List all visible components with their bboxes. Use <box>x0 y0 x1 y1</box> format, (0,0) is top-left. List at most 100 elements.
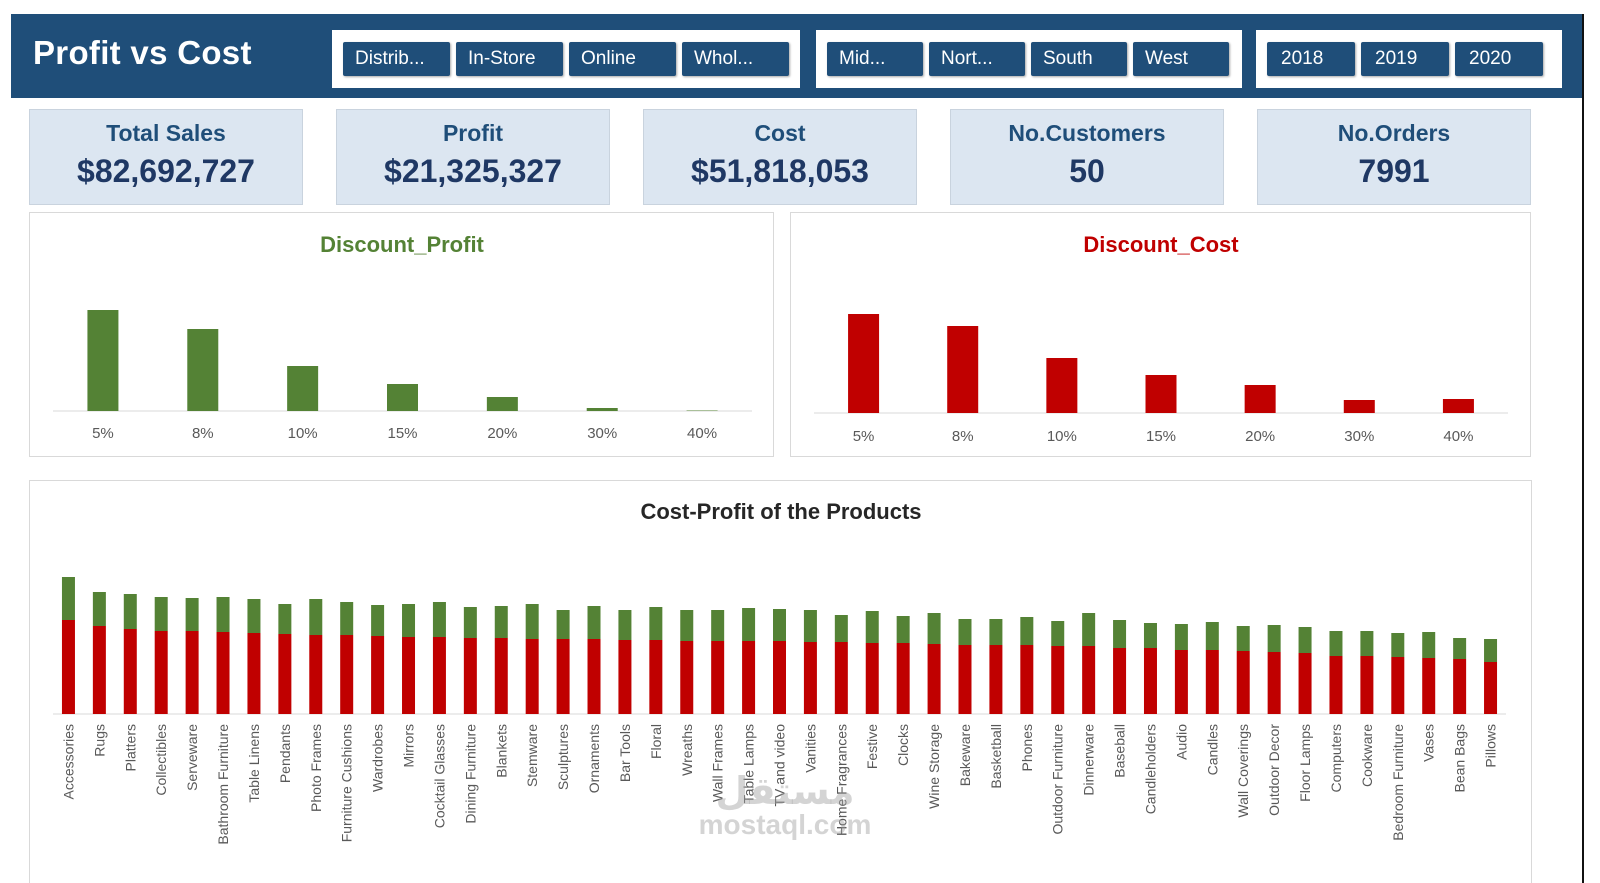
x-tick-label: 20% <box>1245 428 1275 445</box>
category-label: Wardrobes <box>370 724 386 792</box>
slicer-item-online[interactable]: Online <box>569 42 676 76</box>
profit-bar-dinnerware <box>1082 613 1096 646</box>
kpi-label: Total Sales <box>106 120 226 146</box>
cost-bar-bean-bags <box>1453 659 1467 714</box>
slicer-item-distributor[interactable]: Distrib... <box>343 42 450 76</box>
cost-bar-wall-coverings <box>1236 651 1250 714</box>
profit-bar-bathroom-furniture <box>216 597 230 632</box>
kpi-value: $82,692,727 <box>77 153 255 189</box>
category-label: Furniture Cushions <box>339 724 355 842</box>
bar-40pct <box>1442 399 1474 413</box>
cost-bar-pendants <box>278 634 292 714</box>
category-label: Floor Lamps <box>1297 724 1313 802</box>
category-label: Basketball <box>988 724 1004 789</box>
category-label: Bathroom Furniture <box>215 724 231 845</box>
category-label: Bar Tools <box>617 724 633 782</box>
category-label: Wall Coverings <box>1235 724 1251 818</box>
cost-bar-platters <box>123 629 137 714</box>
x-tick-label: 30% <box>1344 428 1374 445</box>
cost-bar-sculptures <box>556 639 570 714</box>
x-tick-label: 8% <box>952 428 974 445</box>
category-label: Stemware <box>524 724 540 787</box>
profit-bar-pendants <box>278 604 292 634</box>
profit-bar-platters <box>123 594 137 629</box>
cost-bar-dining-furniture <box>463 638 477 714</box>
slicer-item-2018[interactable]: 2018 <box>1267 42 1355 76</box>
slicer-item-in-store[interactable]: In-Store <box>456 42 563 76</box>
slicer-item-midwest[interactable]: Mid... <box>827 42 923 76</box>
profit-bar-home-fragrances <box>834 615 848 642</box>
bar-5pct <box>848 314 880 413</box>
category-label: Cocktail Glasses <box>431 724 447 828</box>
category-label: Bedroom Furniture <box>1390 724 1406 841</box>
category-label: Computers <box>1328 724 1344 792</box>
profit-bar-festive <box>865 611 879 643</box>
region-slicer: Mid... Nort... South West <box>814 28 1244 90</box>
category-label: Home Fragrances <box>833 724 849 836</box>
slicer-item-northeast[interactable]: Nort... <box>929 42 1025 76</box>
slicer-item-2020[interactable]: 2020 <box>1455 42 1543 76</box>
bar-30pct <box>1343 400 1375 413</box>
bar-30pct <box>586 408 618 411</box>
profit-bar-photo-frames <box>309 599 323 635</box>
bar-40pct <box>686 410 718 411</box>
category-label: Outdoor Decor <box>1266 724 1282 816</box>
category-label: Sculptures <box>555 724 571 790</box>
kpi-value: $21,325,327 <box>384 153 562 189</box>
kpi-orders: No.Orders 7991 <box>1257 109 1531 205</box>
discount-cost-chart: Discount_Cost 5% 8% 10% 15% 20% 30% 40% <box>790 212 1531 457</box>
x-tick-label: 40% <box>687 425 717 442</box>
slicer-item-south[interactable]: South <box>1031 42 1127 76</box>
slicer-item-wholesale[interactable]: Whol... <box>682 42 789 76</box>
header-bar: Profit vs Cost Distrib... In-Store Onlin… <box>11 14 1583 98</box>
cost-bar-bakeware <box>958 645 972 714</box>
category-label: Dining Furniture <box>462 724 478 824</box>
category-label: Audio <box>1173 724 1189 760</box>
category-label: Baseball <box>1112 724 1128 778</box>
slicer-item-west[interactable]: West <box>1133 42 1229 76</box>
bar-20pct <box>1244 385 1276 413</box>
category-label: Dinnerware <box>1081 724 1097 796</box>
cost-bar-home-fragrances <box>834 642 848 714</box>
category-label: Photo Frames <box>308 724 324 812</box>
bar-20pct <box>486 397 518 411</box>
category-label: Vanities <box>802 724 818 773</box>
discount-profit-chart: Discount_Profit 5% 8% 10% 15% 20% 30% 40% <box>29 212 774 457</box>
category-label: Clocks <box>895 724 911 766</box>
category-label: Bakeware <box>957 724 973 786</box>
profit-bar-bean-bags <box>1453 638 1467 659</box>
x-tick-label: 5% <box>853 428 875 445</box>
cost-bar-vases <box>1422 658 1436 714</box>
chart-title: Discount_Cost <box>1083 232 1239 257</box>
category-label: Mirrors <box>401 724 417 768</box>
cost-bar-stemware <box>525 639 539 714</box>
profit-bar-baseball <box>1113 620 1127 648</box>
profit-bar-dining-furniture <box>463 607 477 638</box>
profit-bar-bedroom-furniture <box>1391 633 1405 657</box>
cost-bar-floral <box>649 640 663 714</box>
cost-bar-tv-and-video <box>773 641 786 714</box>
discount-cost-svg: Discount_Cost 5% 8% 10% 15% 20% 30% 40% <box>814 232 1508 445</box>
profit-bar-accessories <box>61 577 75 620</box>
category-label: Wine Storage <box>926 724 942 809</box>
bar-8pct <box>947 326 979 413</box>
cost-bar-phones <box>1020 645 1034 714</box>
profit-bar-rugs <box>92 592 106 626</box>
cost-bar-collectibles <box>154 631 168 714</box>
cost-bar-accessories <box>61 620 75 714</box>
kpi-cost: Cost $51,818,053 <box>643 109 917 205</box>
category-label: Phones <box>1019 724 1035 771</box>
category-label: Blankets <box>493 724 509 778</box>
profit-bar-bar-tools <box>618 610 632 640</box>
cost-bar-candleholders <box>1143 648 1157 714</box>
profit-bar-sculptures <box>556 610 570 639</box>
category-label: Vases <box>1421 724 1437 762</box>
category-label: Platters <box>122 724 138 771</box>
slicer-item-2019[interactable]: 2019 <box>1361 42 1449 76</box>
cost-bar-bar-tools <box>618 640 632 714</box>
cost-bar-furniture-cushions <box>340 635 354 714</box>
cost-bar-outdoor-furniture <box>1051 646 1065 714</box>
kpi-value: $51,818,053 <box>691 153 869 189</box>
cost-bar-pillows <box>1484 662 1498 714</box>
profit-bar-cocktail-glasses <box>432 602 446 637</box>
